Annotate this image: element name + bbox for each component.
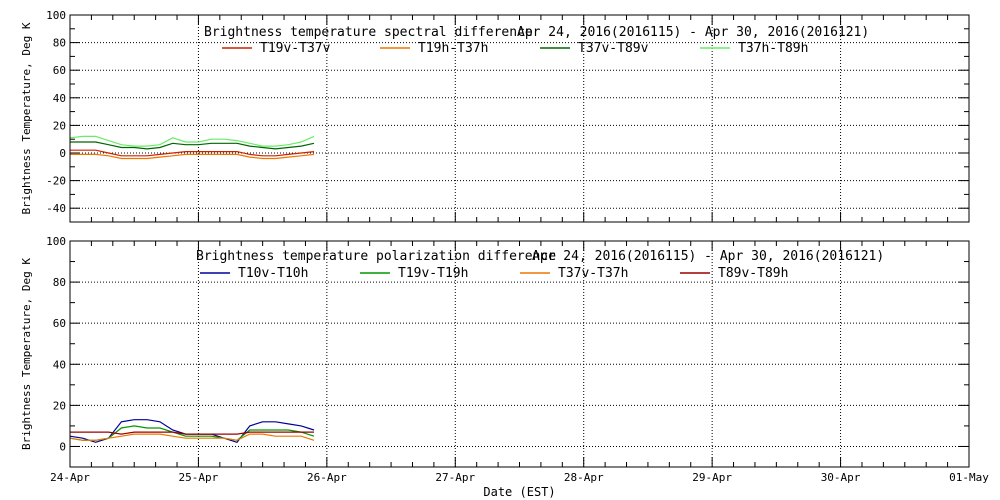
- x-axis-label: Date (EST): [483, 485, 555, 499]
- series-lines: [69, 419, 315, 443]
- x-tick-label: 24-Apr: [50, 471, 90, 484]
- plot-frame: [69, 14, 970, 223]
- legend-label: T37v-T37h: [558, 266, 628, 281]
- y-tick-label: 20: [53, 119, 66, 132]
- x-tick-label: 27-Apr: [435, 471, 475, 484]
- series-line-t19v-t19h: [69, 425, 315, 441]
- y-axis-label: Brightness Temperature, Deg K: [20, 22, 33, 214]
- legend-label: T37h-T89h: [738, 41, 808, 56]
- legend-label: T19h-T37h: [418, 41, 488, 56]
- legend-label: T19v-T19h: [398, 266, 468, 281]
- x-tick-label: 30-Apr: [821, 471, 861, 484]
- y-tick-label: -40: [46, 202, 66, 215]
- y-tick-label: 40: [53, 358, 66, 371]
- series-lines: [69, 135, 315, 160]
- y-tick-label: 40: [53, 92, 66, 105]
- y-tick-label: 60: [53, 317, 66, 330]
- y-tick-label: 100: [46, 9, 66, 22]
- series-line-t37h-t89h: [69, 135, 315, 147]
- y-axis-label: Brightness Temperature, Deg K: [20, 258, 33, 450]
- legend-label: T19v-T37v: [260, 41, 331, 56]
- legend-label: T89v-T89h: [718, 266, 788, 281]
- panel-title: Brightness temperature spectral differen…: [204, 25, 533, 40]
- y-tick-label: 0: [59, 147, 66, 160]
- y-tick-label: 80: [53, 276, 66, 289]
- series-line-t19v-t37v: [70, 149, 315, 157]
- legend: T19v-T37v T19h-T37h T37v-T89v T37h-T89h: [222, 41, 808, 56]
- polarization-difference-panel: 0 20 40 60 80 100 24-Apr 25-Apr 26-Apr 27-Apr 28-…: [20, 235, 989, 499]
- legend-label: T10v-T10h: [238, 266, 308, 281]
- series-line-t89v-t89h: [70, 431, 314, 435]
- y-tick-labels: 0 20 40 60 80 100: [46, 235, 66, 453]
- spectral-difference-panel: -40 -20 0 20 40 60 80 100 Brightness temperatur…: [20, 9, 970, 223]
- x-tick-labels: 24-Apr 25-Apr 26-Apr 27-Apr 28-Apr 29-Apr 30-A…: [50, 471, 989, 484]
- date-range: Apr 24, 2016(2016115) - Apr 30, 2016(201…: [517, 25, 869, 40]
- x-tick-label: 29-Apr: [692, 471, 732, 484]
- plot-frame: [69, 240, 970, 468]
- y-tick-label: 80: [53, 37, 66, 50]
- series-line-t37v-t37h: [69, 433, 315, 441]
- panel-title: Brightness temperature polarization diff…: [196, 249, 556, 264]
- legend-label: T37v-T89v: [578, 41, 649, 56]
- legend: T10v-T10h T19v-T19h T37v-T37h T89v-T89h: [200, 266, 788, 281]
- series-line-t37v-t89v: [70, 141, 315, 150]
- y-tick-label: 100: [46, 235, 66, 248]
- x-tick-label: 26-Apr: [307, 471, 347, 484]
- y-tick-label: 0: [59, 440, 66, 453]
- y-tick-label: -20: [46, 175, 66, 188]
- x-tick-label: 25-Apr: [179, 471, 219, 484]
- x-tick-label: 01-May: [949, 471, 989, 484]
- x-tick-label: 28-Apr: [564, 471, 604, 484]
- y-tick-label: 20: [53, 399, 66, 412]
- y-tick-label: 60: [53, 64, 66, 77]
- date-range: Apr 24, 2016(2016115) - Apr 30, 2016(201…: [532, 249, 884, 264]
- series-line-t19h-t37h: [70, 153, 315, 160]
- y-tick-labels: -40 -20 0 20 40 60 80 100: [46, 9, 66, 215]
